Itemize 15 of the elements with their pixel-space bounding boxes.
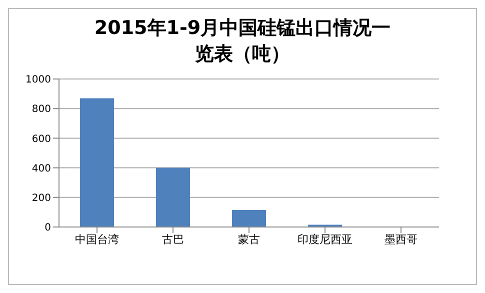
- y-tick-label: 600: [32, 134, 51, 145]
- bar: [232, 210, 266, 227]
- x-tick-label: 蒙古: [238, 232, 260, 246]
- y-tick-label: 1000: [26, 74, 51, 86]
- x-tick-label: 古巴: [162, 232, 184, 246]
- chart-title: 2015年1-9月中国硅锰出口情况一览表（吨）: [93, 16, 392, 67]
- y-tick-label: 800: [32, 104, 51, 116]
- x-tick-label: 印度尼西亚: [298, 232, 352, 246]
- bar: [80, 98, 114, 227]
- bar: [156, 168, 190, 227]
- y-tick-label: 0: [44, 222, 51, 234]
- x-tick-label: 中国台湾: [75, 232, 119, 246]
- x-tick-label: 墨西哥: [384, 232, 418, 246]
- y-tick-label: 400: [32, 163, 51, 174]
- y-tick-label: 200: [32, 192, 51, 204]
